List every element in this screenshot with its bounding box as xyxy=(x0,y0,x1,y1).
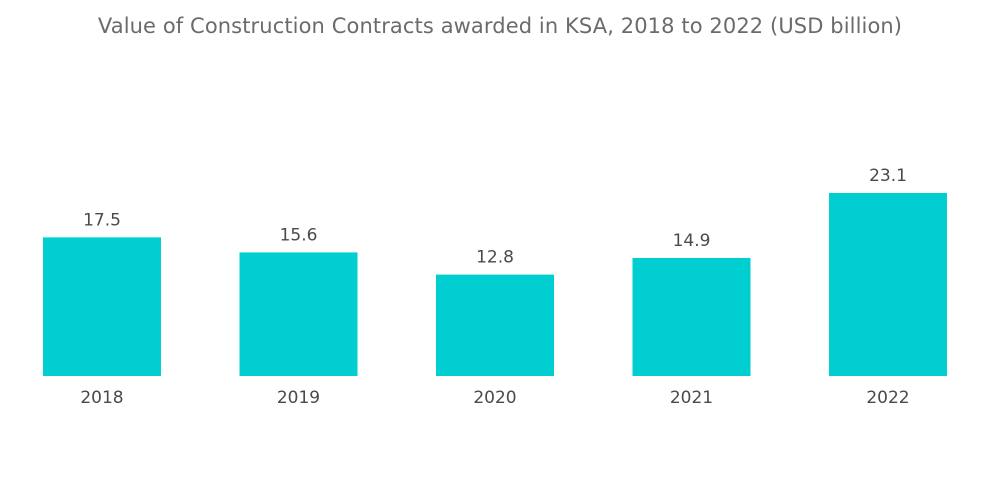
value-label-2020: 12.8 xyxy=(476,248,514,268)
value-label-2019: 15.6 xyxy=(280,225,318,245)
x-axis-tick-labels: 2018 2019 2020 2021 2022 xyxy=(80,388,909,408)
value-label-2022: 23.1 xyxy=(869,166,907,186)
value-label-2021: 14.9 xyxy=(673,231,711,251)
bar-2019 xyxy=(239,252,358,376)
bars-group xyxy=(43,193,947,376)
bar-2018 xyxy=(43,237,161,376)
value-labels-group: 17.5 15.6 12.8 14.9 23.1 xyxy=(83,166,907,268)
x-tick-label-2019: 2019 xyxy=(277,388,320,408)
bar-2020 xyxy=(436,274,554,376)
bar-2021 xyxy=(632,257,751,376)
x-tick-label-2021: 2021 xyxy=(670,388,713,408)
chart-title: Value of Construction Contracts awarded … xyxy=(97,14,903,38)
x-tick-label-2018: 2018 xyxy=(80,388,123,408)
bar-2022 xyxy=(829,193,947,376)
x-tick-label-2020: 2020 xyxy=(473,388,516,408)
value-label-2018: 17.5 xyxy=(83,210,121,230)
x-tick-label-2022: 2022 xyxy=(866,388,909,408)
